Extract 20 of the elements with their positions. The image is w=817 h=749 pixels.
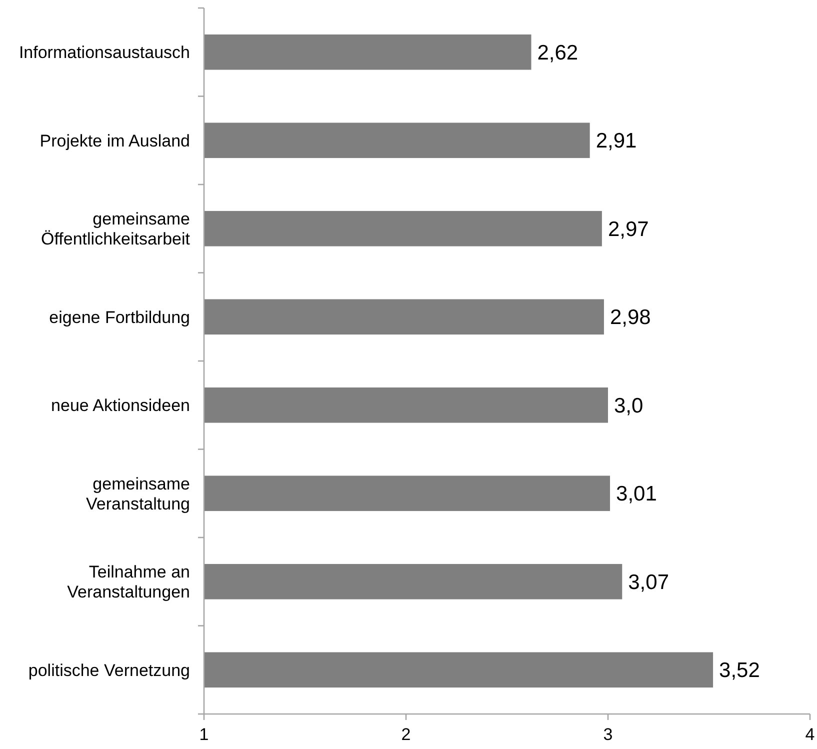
y-tick-label: Projekte im Ausland [40, 131, 190, 150]
y-tick-label: eigene Fortbildung [49, 308, 190, 327]
y-tick-label: politische Vernetzung [28, 660, 190, 680]
data-label: 2,97 [608, 218, 649, 241]
data-label: 2,98 [610, 306, 651, 330]
x-tick-label: 2 [401, 725, 411, 744]
data-label: 3,07 [628, 570, 670, 594]
y-tick-label: Teilnahme an Veranstaltungen [67, 562, 190, 602]
data-label: 3,01 [616, 482, 657, 506]
data-label: 2,62 [537, 41, 578, 64]
data-label: 3,52 [719, 659, 760, 682]
data-label: 3,0 [614, 394, 644, 418]
x-tick-label: 4 [805, 725, 815, 744]
y-tick-label: neue Aktionsideen [51, 396, 190, 416]
data-label: 2,91 [596, 130, 637, 153]
x-tick-label: 1 [199, 725, 209, 744]
x-tick-label: 3 [603, 725, 613, 744]
y-tick-label: gemeinsame Öffentlichkeitsarbeit [41, 210, 190, 249]
y-tick-label: gemeinsame Veranstaltung [86, 474, 190, 514]
y-tick-label: Informationsaustausch [18, 43, 190, 62]
